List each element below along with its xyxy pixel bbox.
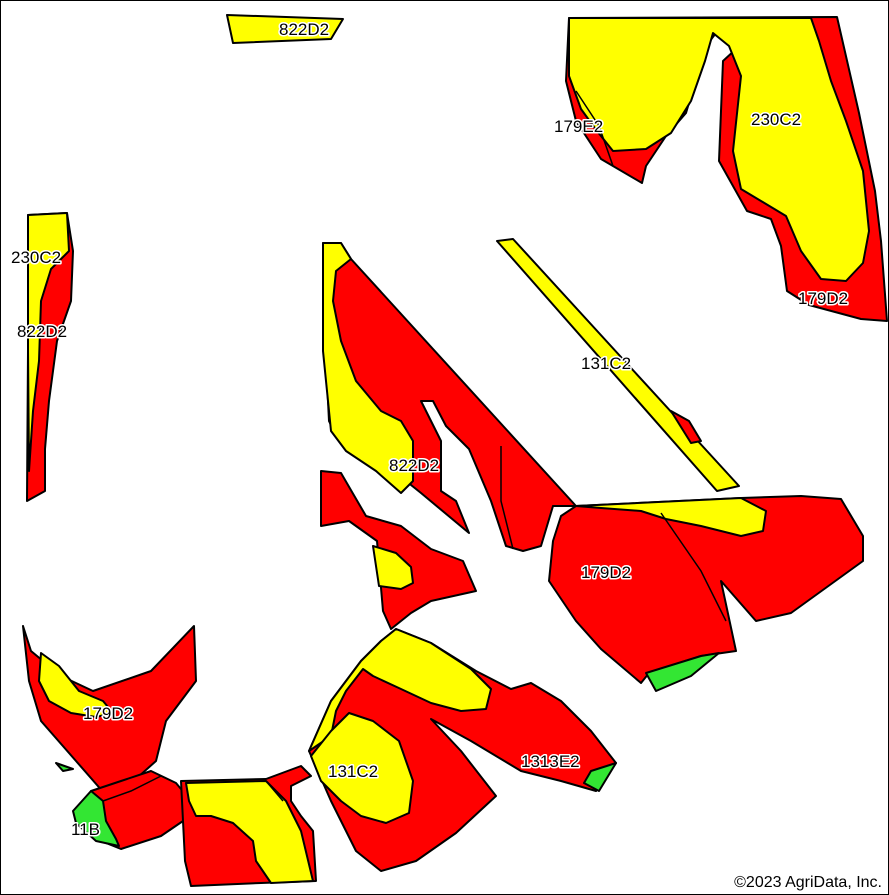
map-label: 230C2 xyxy=(751,110,801,129)
map-label: 822D2 xyxy=(279,20,329,39)
map-label: 179D2 xyxy=(798,289,848,308)
copyright-text: ©2023 AgriData, Inc. xyxy=(734,874,882,892)
map-label: 179E2 xyxy=(554,117,603,136)
map-label: 1313E2 xyxy=(521,752,580,771)
map-label: 822D2 xyxy=(389,456,439,475)
map-label: 131C2 xyxy=(328,762,378,781)
map-label: 179D2 xyxy=(83,704,133,723)
map-label: 131C2 xyxy=(581,354,631,373)
map-label: 230C2 xyxy=(11,248,61,267)
field-822d2-lower-branch xyxy=(321,471,476,629)
field-179d2-lower-left-green xyxy=(56,763,73,771)
map-label: 11B xyxy=(71,820,100,839)
map-label: 179D2 xyxy=(581,563,631,582)
map-label: 822D2 xyxy=(17,322,67,341)
